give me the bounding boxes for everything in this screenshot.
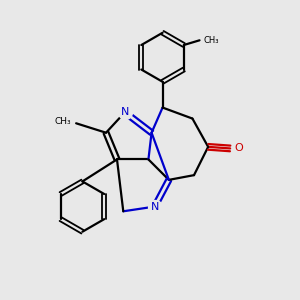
Text: CH₃: CH₃ bbox=[55, 117, 71, 126]
Text: CH₃: CH₃ bbox=[203, 36, 219, 45]
Text: N: N bbox=[121, 107, 129, 117]
Text: N: N bbox=[151, 202, 159, 212]
Text: O: O bbox=[235, 143, 243, 153]
